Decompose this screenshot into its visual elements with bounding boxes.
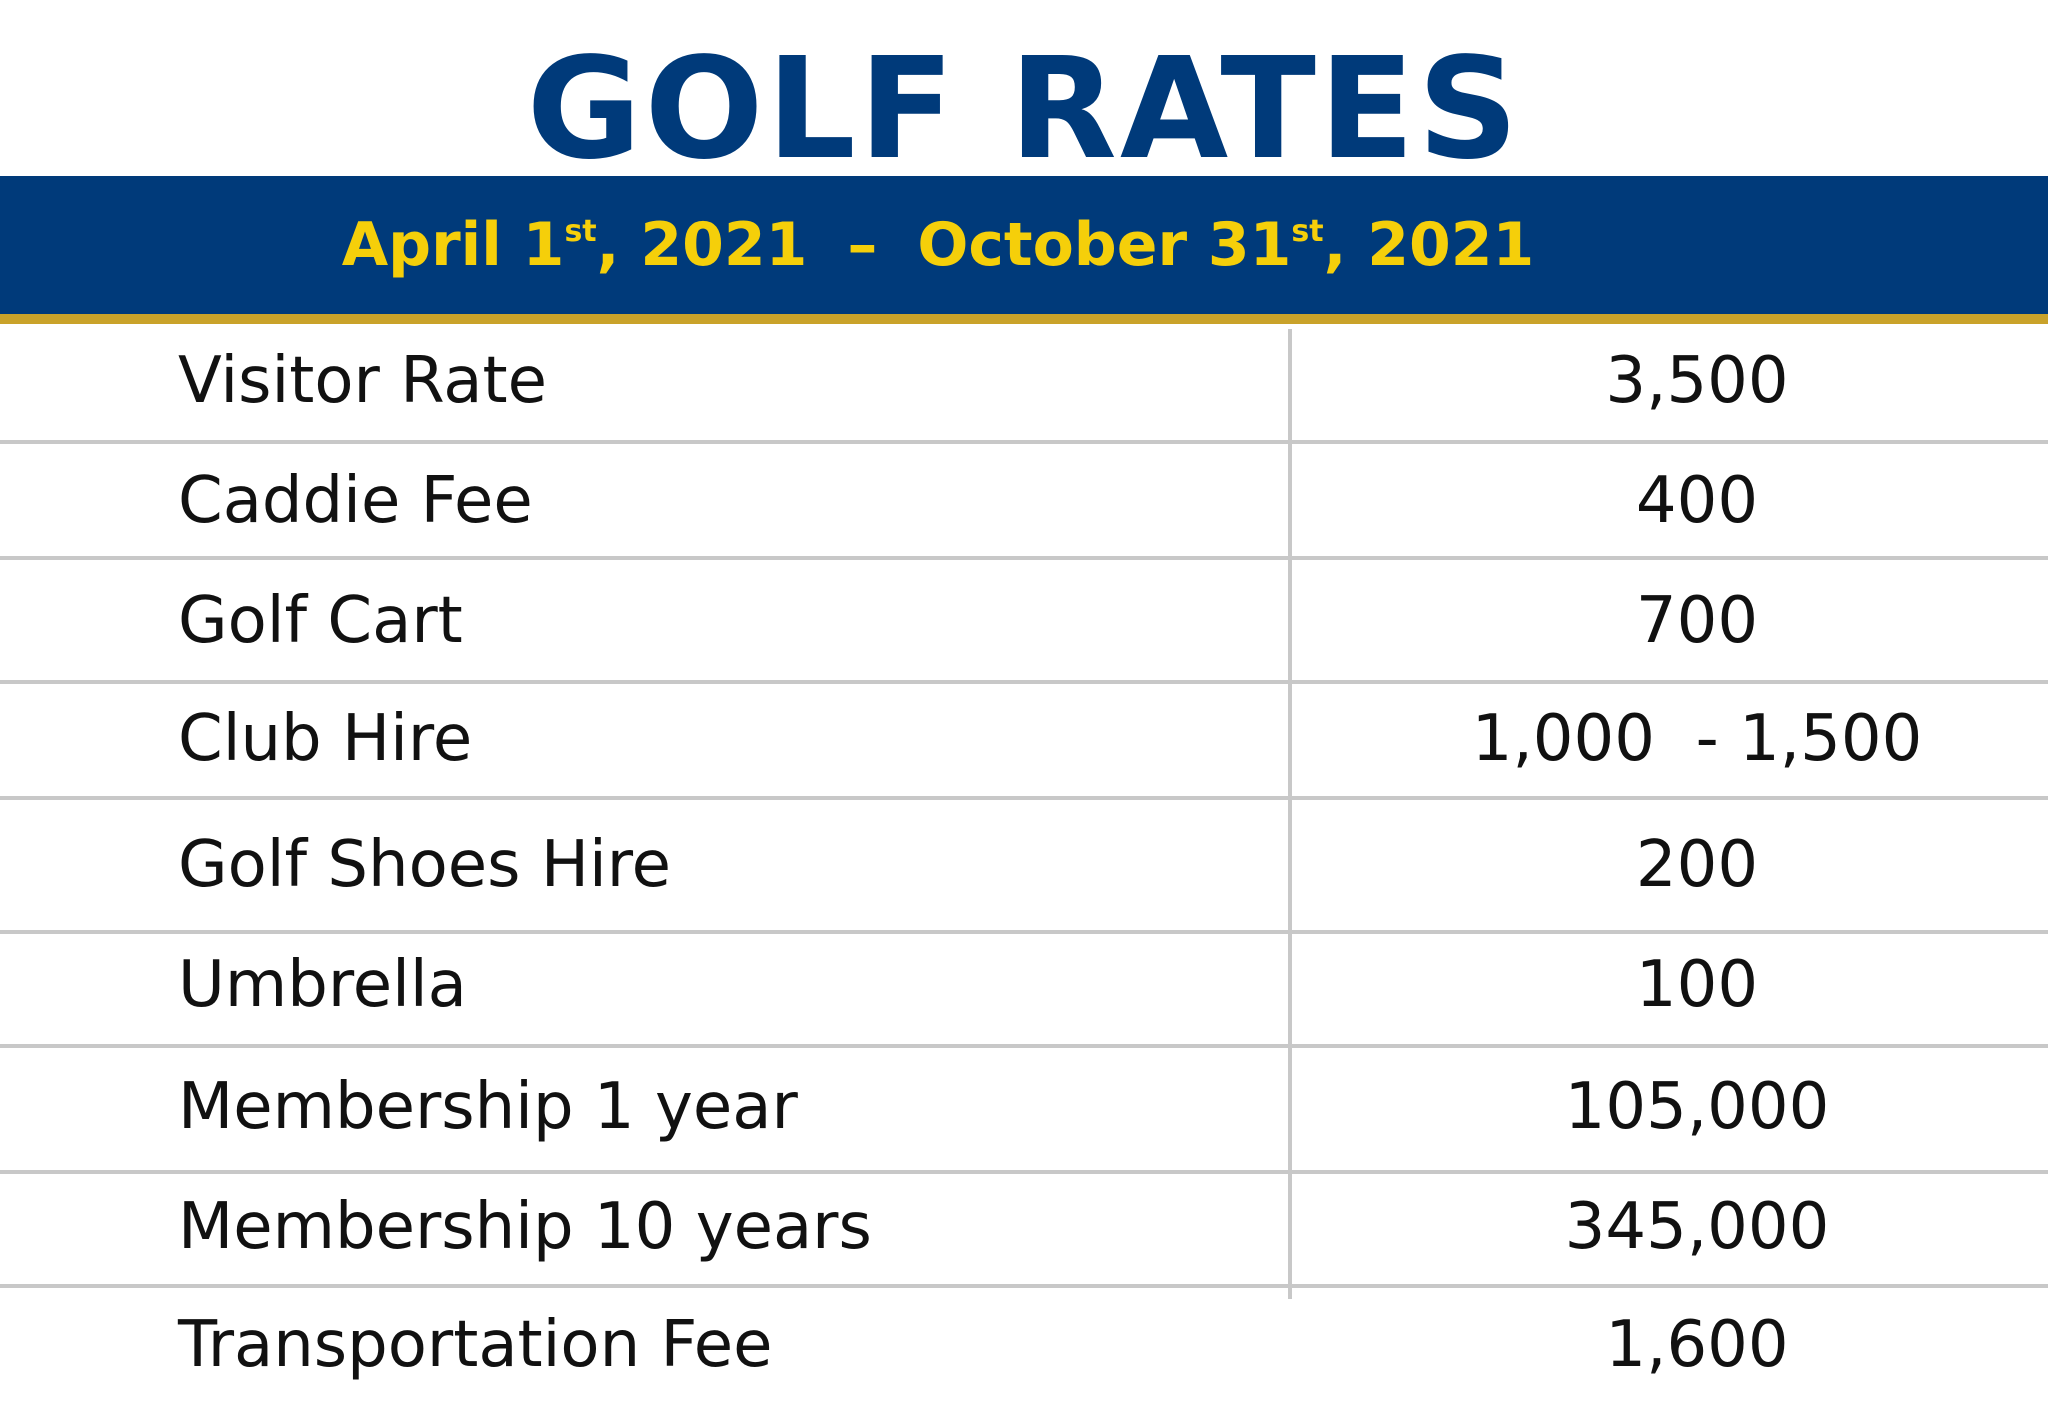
rate-label: Golf Cart (178, 584, 463, 658)
rate-label: Caddie Fee (178, 464, 533, 538)
end-date: October 31 (917, 210, 1292, 280)
start-date-suffix: st (564, 214, 597, 249)
rate-value: 200 (1635, 828, 1759, 902)
page-title: GOLF RATES (526, 28, 1522, 191)
date-banner (0, 176, 2048, 314)
table-row: Club Hire 1,000 - 1,500 (0, 684, 2048, 800)
column-divider (1288, 329, 1292, 1299)
start-year: , 2021 (596, 210, 808, 280)
row-divider (0, 1044, 2048, 1048)
rate-value: 105,000 (1564, 1070, 1830, 1144)
rate-label: Visitor Rate (178, 344, 547, 418)
table-row: Membership 1 year 105,000 (0, 1048, 2048, 1174)
row-divider (0, 1170, 2048, 1174)
end-date-suffix: st (1291, 214, 1324, 249)
rate-label: Umbrella (178, 948, 467, 1022)
row-divider (0, 440, 2048, 444)
date-separator: – (847, 210, 878, 280)
table-row: Golf Shoes Hire 200 (0, 800, 2048, 934)
table-row: Golf Cart 700 (0, 560, 2048, 684)
table-row: Visitor Rate 3,500 (0, 324, 2048, 444)
rate-label: Membership 1 year (178, 1070, 798, 1144)
table-row: Membership 10 years 345,000 (0, 1174, 2048, 1288)
table-row: Caddie Fee 400 (0, 444, 2048, 560)
rate-value: 3,500 (1605, 344, 1789, 418)
rate-value: 400 (1635, 464, 1759, 538)
row-divider (0, 796, 2048, 800)
rate-label: Transportation Fee (178, 1308, 773, 1382)
rate-label: Club Hire (178, 702, 473, 776)
rate-label: Membership 10 years (178, 1190, 872, 1264)
row-divider (0, 680, 2048, 684)
gold-underline (0, 314, 2048, 324)
rate-value: 100 (1635, 948, 1759, 1022)
table-row: Transportation Fee 1,600 (0, 1288, 2048, 1401)
row-divider (0, 1284, 2048, 1288)
rate-value: 700 (1635, 584, 1759, 658)
end-year: , 2021 (1323, 210, 1535, 280)
rate-value: 1,600 (1605, 1308, 1789, 1382)
rate-value: 345,000 (1564, 1190, 1830, 1264)
table-row: Umbrella 100 (0, 934, 2048, 1048)
rate-label: Golf Shoes Hire (178, 828, 671, 902)
date-range: April 1st, 2021– October 31st, 2021 (0, 176, 1876, 314)
rate-value: 1,000 - 1,500 (1471, 702, 1923, 776)
rates-table: Visitor Rate 3,500 Caddie Fee 400 Golf C… (0, 324, 2048, 1401)
row-divider (0, 556, 2048, 560)
start-date: April 1 (341, 210, 565, 280)
row-divider (0, 930, 2048, 934)
